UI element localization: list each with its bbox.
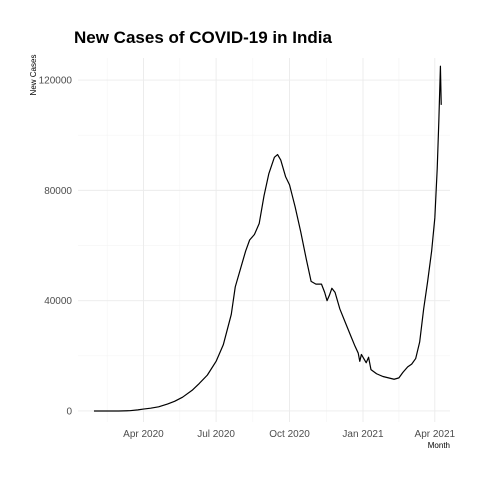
y-tick-label: 40000	[44, 296, 72, 307]
x-tick-label: Oct 2020	[269, 429, 310, 440]
x-axis-label: Month	[428, 441, 450, 450]
x-tick-label: Jul 2020	[197, 429, 235, 440]
x-tick-label: Apr 2020	[123, 429, 164, 440]
x-tick-label: Jan 2021	[342, 429, 384, 440]
series-line-0	[93, 65, 442, 412]
y-tick-label: 120000	[39, 76, 73, 87]
y-axis-label: New Cases	[29, 55, 38, 96]
x-tick-label: Apr 2021	[415, 429, 456, 440]
series-layer	[93, 65, 442, 412]
chart-title: New Cases of COVID-19 in India	[74, 28, 332, 47]
y-axis-ticks: 0 40000 80000 120000	[39, 76, 73, 418]
y-tick-label: 80000	[44, 186, 72, 197]
x-axis-ticks: Apr 2020 Jul 2020 Oct 2020 Jan 2021 Apr 2021	[123, 429, 455, 440]
y-tick-label: 0	[66, 406, 72, 417]
